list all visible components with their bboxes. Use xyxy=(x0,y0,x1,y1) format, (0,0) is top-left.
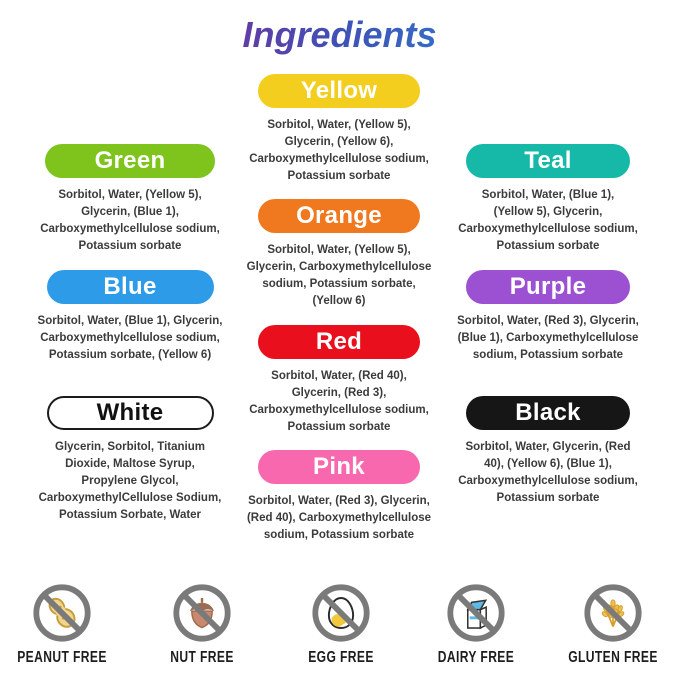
ingredients-red: Sorbitol, Water, (Red 40), Glycerin, (Re… xyxy=(249,370,429,433)
color-block-red: Red Sorbitol, Water, (Red 40), Glycerin,… xyxy=(229,325,449,436)
wheat-icon xyxy=(584,584,642,642)
color-block-purple: Purple Sorbitol, Water, (Red 3), Glyceri… xyxy=(438,270,658,364)
nut-icon xyxy=(173,584,231,642)
ingredients-teal: Sorbitol, Water, (Blue 1), (Yellow 5), G… xyxy=(458,189,638,252)
color-block-orange: Orange Sorbitol, Water, (Yellow 5), Glyc… xyxy=(229,199,449,310)
pill-green: Green xyxy=(45,144,215,178)
badge-label-dairy-free: DAIRY FREE xyxy=(437,649,515,666)
badge-label-gluten-free: GLUTEN FREE xyxy=(568,649,658,666)
badge-peanut-free: PEANUT FREE xyxy=(0,582,127,667)
color-block-teal: Teal Sorbitol, Water, (Blue 1), (Yellow … xyxy=(438,144,658,255)
ingredients-white: Glycerin, Sorbitol, Titanium Dioxide, Ma… xyxy=(38,441,222,521)
pill-purple: Purple xyxy=(466,270,630,304)
peanut-icon xyxy=(33,584,91,642)
badge-nut-free: NUT FREE xyxy=(137,582,267,667)
color-block-white: White Glycerin, Sorbitol, Titanium Dioxi… xyxy=(20,396,240,524)
ingredients-black: Sorbitol, Water, Glycerin, (Red 40), (Ye… xyxy=(458,441,638,504)
pill-orange: Orange xyxy=(258,199,420,233)
page-title: Ingredients xyxy=(0,14,679,56)
pill-black: Black xyxy=(466,396,630,430)
color-block-pink: Pink Sorbitol, Water, (Red 3), Glycerin,… xyxy=(229,450,449,544)
color-block-yellow: Yellow Sorbitol, Water, (Yellow 5), Glyc… xyxy=(229,74,449,185)
ingredients-orange: Sorbitol, Water, (Yellow 5), Glycerin, C… xyxy=(246,244,432,307)
pill-yellow: Yellow xyxy=(258,74,420,108)
pill-pink: Pink xyxy=(258,450,420,484)
color-block-black: Black Sorbitol, Water, Glycerin, (Red 40… xyxy=(438,396,658,507)
ingredients-purple: Sorbitol, Water, (Red 3), Glycerin, (Blu… xyxy=(457,315,639,361)
badge-label-peanut-free: PEANUT FREE xyxy=(17,649,107,666)
badge-egg-free: EGG FREE xyxy=(276,582,406,667)
pill-teal: Teal xyxy=(466,144,630,178)
egg-icon xyxy=(312,584,370,642)
badge-dairy-free: DAIRY FREE xyxy=(411,582,541,667)
badge-label-egg-free: EGG FREE xyxy=(308,649,374,666)
ingredients-yellow: Sorbitol, Water, (Yellow 5), Glycerin, (… xyxy=(249,119,429,182)
color-block-blue: Blue Sorbitol, Water, (Blue 1), Glycerin… xyxy=(20,270,240,364)
pill-red: Red xyxy=(258,325,420,359)
ingredients-pink: Sorbitol, Water, (Red 3), Glycerin, (Red… xyxy=(246,495,432,541)
badge-label-nut-free: NUT FREE xyxy=(170,649,234,666)
ingredients-green: Sorbitol, Water, (Yellow 5), Glycerin, (… xyxy=(40,189,220,252)
pill-white: White xyxy=(46,396,214,430)
ingredients-blue: Sorbitol, Water, (Blue 1), Glycerin, Car… xyxy=(37,315,223,361)
badge-gluten-free: GLUTEN FREE xyxy=(548,582,678,667)
pill-blue: Blue xyxy=(46,270,214,304)
color-block-green: Green Sorbitol, Water, (Yellow 5), Glyce… xyxy=(20,144,240,255)
dairy-icon xyxy=(447,584,505,642)
